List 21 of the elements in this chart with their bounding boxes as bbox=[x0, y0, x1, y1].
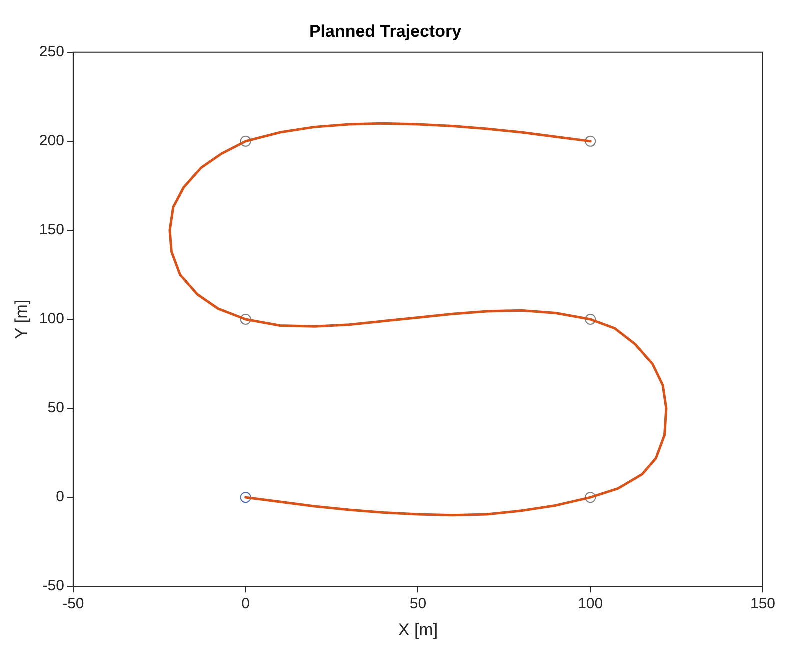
point bbox=[585, 492, 596, 504]
y-tick-label: 0 bbox=[56, 488, 64, 506]
x-axis-title: X [m] bbox=[398, 620, 438, 640]
x-tick-label: 150 bbox=[750, 596, 776, 613]
y-tick-label: 100 bbox=[39, 310, 64, 328]
x-tick-label: 100 bbox=[578, 596, 604, 613]
y-axis-title: Y [m] bbox=[12, 300, 31, 340]
x-tick-label: 0 bbox=[242, 596, 250, 613]
point bbox=[240, 314, 252, 325]
point bbox=[240, 136, 252, 147]
chart-title: Planned Trajectory bbox=[309, 22, 462, 41]
y-tick-label: 50 bbox=[48, 400, 64, 417]
point bbox=[240, 492, 252, 504]
y-tick-label: 200 bbox=[39, 132, 64, 150]
y-tick-label: -50 bbox=[42, 578, 64, 595]
point bbox=[585, 314, 596, 325]
y-tick-label: 250 bbox=[39, 44, 64, 61]
x-tick-label: 50 bbox=[410, 596, 427, 613]
y-tick-label: 150 bbox=[39, 222, 64, 239]
x-tick-label: -50 bbox=[62, 596, 84, 613]
point bbox=[585, 136, 596, 147]
